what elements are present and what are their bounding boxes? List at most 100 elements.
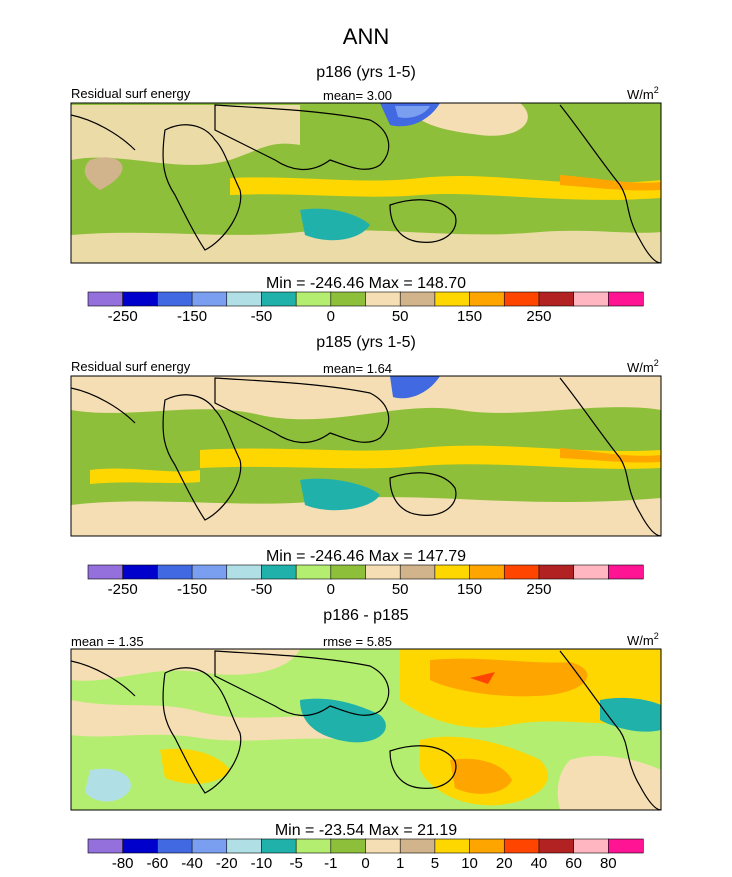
colorbar-tick-label: 150: [457, 308, 482, 325]
colorbar-swatch: [573, 564, 609, 580]
colorbar-tick-label: -250: [108, 308, 138, 325]
colorbar-tick-label: -50: [251, 308, 273, 325]
panel-1-colorbar: -250 -150 -50 0 50 150 250: [87, 291, 644, 325]
colorbar-swatch: [157, 838, 193, 854]
colorbar-swatch: [399, 838, 436, 854]
colorbar-swatch: [157, 564, 193, 580]
colorbar-swatch: [295, 564, 332, 580]
colorbar-tick-label: 0: [327, 308, 335, 325]
colorbar-swatch: [87, 291, 124, 307]
colorbar-tick-label: 0: [327, 581, 335, 598]
panel-3: p186 - p185 mean = 1.35 rmse = 5.85 W/m2: [70, 607, 662, 872]
colorbar-swatch: [573, 291, 609, 307]
colorbar-tick-label: 20: [496, 855, 513, 872]
colorbar-swatch: [538, 564, 575, 580]
panel-2-units-base: W/m: [627, 360, 654, 375]
colorbar-swatch: [469, 838, 505, 854]
colorbar-tick-label: -1: [324, 855, 337, 872]
colorbar-tick-label: 250: [526, 308, 551, 325]
colorbar-swatch: [191, 838, 228, 854]
colorbar-swatch: [330, 838, 367, 854]
colorbar-tick-label: -250: [108, 581, 138, 598]
colorbar-swatch: [122, 291, 158, 307]
colorbar-swatch: [365, 838, 401, 854]
colorbar-swatch: [573, 838, 609, 854]
colorbar-tick-label: -5: [289, 855, 302, 872]
colorbar-swatch: [365, 291, 401, 307]
colorbar-tick-label: -40: [181, 855, 203, 872]
colorbar-tick-label: 0: [361, 855, 369, 872]
colorbar-swatch: [226, 838, 263, 854]
panel-3-subtitle: p186 - p185: [323, 607, 409, 624]
colorbar-swatch: [330, 564, 367, 580]
colorbar-swatch: [157, 291, 193, 307]
colorbar-swatch: [469, 564, 505, 580]
panel-3-map: [71, 649, 661, 810]
colorbar-swatch: [261, 564, 297, 580]
colorbar-swatch: [87, 564, 124, 580]
colorbar-swatch: [122, 564, 158, 580]
panel-2-map: [71, 376, 661, 536]
colorbar-tick-label: -10: [251, 855, 273, 872]
colorbar-swatch: [503, 838, 540, 854]
panel-3-rmse-label: rmse = 5.85: [323, 634, 392, 649]
colorbar-swatch: [608, 291, 644, 307]
colorbar-swatch: [434, 564, 471, 580]
panel-1-units-base: W/m: [627, 87, 654, 102]
colorbar-swatch: [538, 838, 575, 854]
colorbar-swatch: [261, 291, 297, 307]
panel-1: p186 (yrs 1-5) Residual surf energy mean…: [70, 64, 662, 325]
colorbar-swatch: [434, 838, 471, 854]
panel-2-subtitle: p185 (yrs 1-5): [316, 334, 416, 351]
colorbar-tick-label: 10: [461, 855, 478, 872]
colorbar-swatch: [469, 291, 505, 307]
colorbar-swatch: [295, 838, 332, 854]
figure-title: ANN: [343, 24, 389, 49]
panel-2-colorbar: -250 -150 -50 0 50 150 250: [87, 564, 644, 598]
colorbar-tick-label: -150: [177, 581, 207, 598]
panel-1-variable-label: Residual surf energy: [71, 86, 191, 101]
colorbar-tick-label: 60: [565, 855, 582, 872]
panel-3-units-base: W/m: [627, 633, 654, 648]
colorbar-swatch: [503, 564, 540, 580]
panel-3-units-exp: 2: [654, 631, 659, 641]
colorbar-swatch: [538, 291, 575, 307]
panel-2: p185 (yrs 1-5) Residual surf energy mean…: [70, 334, 662, 598]
panel-3-units: W/m2: [627, 631, 659, 648]
panel-2-map-frame: [70, 375, 662, 537]
panel-1-mean-label: mean= 3.00: [323, 88, 392, 103]
colorbar-swatch: [503, 291, 540, 307]
colorbar-swatch: [261, 838, 297, 854]
panel-3-colorbar: -80 -60 -40 -20 -10 -5 -1 0 1 5 10 20 40 60 80: [87, 838, 644, 872]
colorbar-swatch: [87, 838, 124, 854]
colorbar-tick-label: 250: [526, 581, 551, 598]
panel-2-units-exp: 2: [654, 358, 659, 368]
colorbar-swatch: [399, 564, 436, 580]
panel-1-minmax: Min = -246.46 Max = 148.70: [266, 275, 466, 292]
colorbar-tick-label: 50: [392, 581, 409, 598]
colorbar-swatch: [399, 291, 436, 307]
panel-1-map-frame: [70, 102, 662, 264]
colorbar-tick-label: -20: [216, 855, 238, 872]
colorbar-swatch: [191, 291, 228, 307]
panel-2-variable-label: Residual surf energy: [71, 359, 191, 374]
colorbar-swatch: [434, 291, 471, 307]
colorbar-tick-label: 50: [392, 308, 409, 325]
colorbar-swatch: [191, 564, 228, 580]
panel-2-mean-label: mean= 1.64: [323, 361, 392, 376]
colorbar-tick-label: 5: [431, 855, 439, 872]
colorbar-tick-label: -60: [147, 855, 169, 872]
colorbar-tick-label: 80: [600, 855, 617, 872]
panel-3-mean-label: mean = 1.35: [71, 634, 144, 649]
colorbar-tick-label: -50: [251, 581, 273, 598]
colorbar-swatch: [226, 564, 263, 580]
colorbar-tick-label: 1: [396, 855, 404, 872]
panel-1-subtitle: p186 (yrs 1-5): [316, 64, 416, 81]
colorbar-tick-label: 40: [531, 855, 548, 872]
colorbar-swatch: [122, 838, 158, 854]
panel-1-map: [71, 103, 661, 263]
colorbar-swatch: [226, 291, 263, 307]
colorbar-swatch: [330, 291, 367, 307]
panel-3-minmax: Min = -23.54 Max = 21.19: [275, 822, 457, 839]
